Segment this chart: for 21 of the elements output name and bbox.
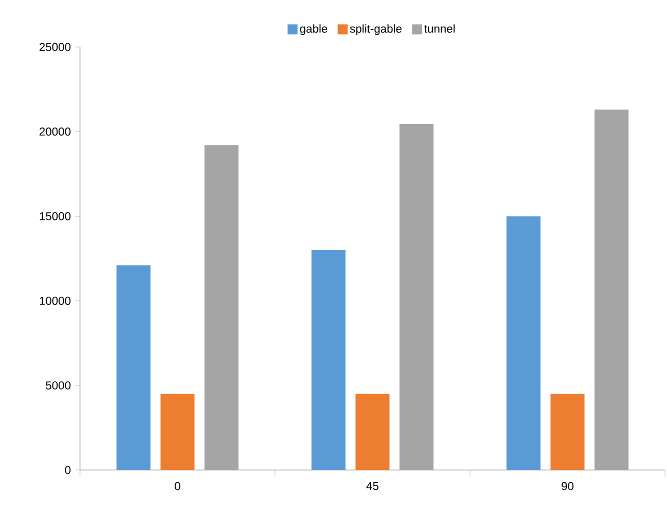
- legend-label: tunnel: [424, 24, 455, 33]
- y-tick-label: 15000: [40, 212, 71, 220]
- y-tick-label: 20000: [40, 128, 71, 136]
- bar: [594, 110, 629, 470]
- y-tick-label: 5000: [46, 381, 71, 390]
- bar: [550, 394, 585, 470]
- bar: [400, 124, 434, 470]
- legend-label: split-gable: [350, 24, 402, 36]
- bar: [204, 145, 239, 470]
- x-tick-label: 0: [174, 482, 180, 490]
- bar: [160, 394, 195, 470]
- bar: [356, 394, 390, 470]
- legend-label: gable: [300, 24, 328, 36]
- y-tick-label: 10000: [40, 296, 71, 305]
- bar: [312, 250, 346, 470]
- bar: [116, 265, 150, 470]
- y-tick-label: 25000: [40, 42, 71, 52]
- x-tick-label: 45: [366, 482, 378, 490]
- y-tick-label: 0: [65, 466, 71, 474]
- bar: [506, 216, 541, 470]
- x-tick-label: 90: [562, 482, 574, 490]
